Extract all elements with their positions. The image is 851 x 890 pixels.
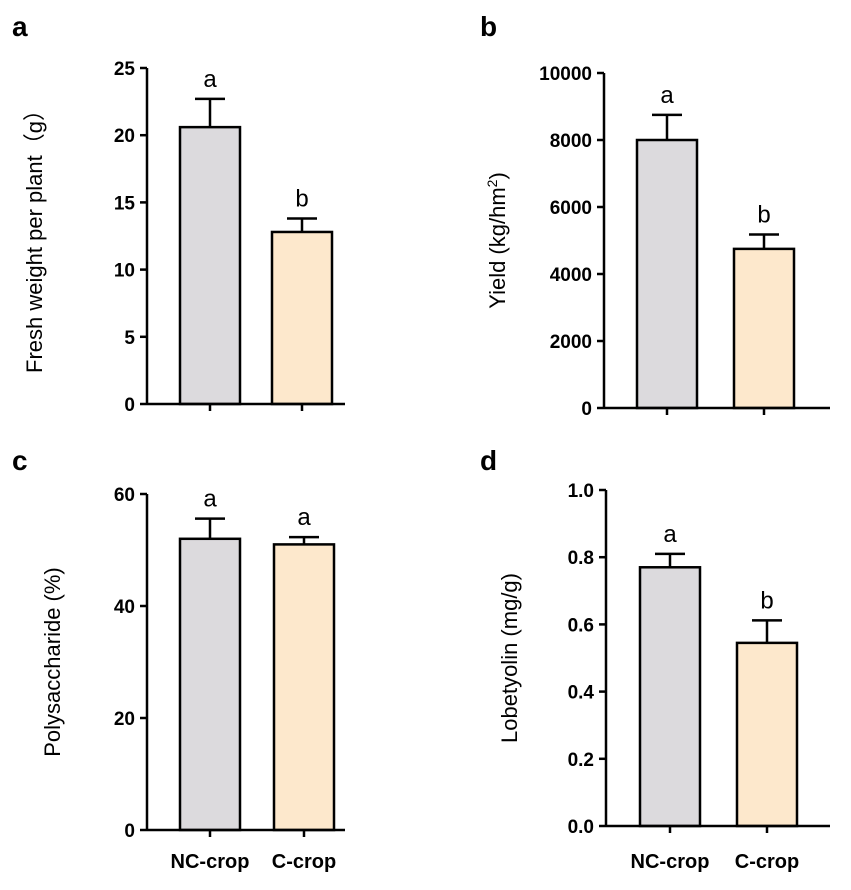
y-tick-label: 2000 <box>550 332 592 353</box>
bar-c-crop <box>272 543 336 832</box>
significance-label: a <box>203 486 217 513</box>
x-tick-label: NC-crop <box>631 851 710 873</box>
x-tick-label: NC-crop <box>171 851 250 873</box>
bar-c-crop <box>735 641 799 828</box>
bar-nc-crop <box>178 125 242 406</box>
panel-letter: a <box>12 11 28 42</box>
error-bar <box>652 113 682 140</box>
panel-letter: d <box>480 445 497 476</box>
y-tick-label: 20 <box>114 709 135 730</box>
bar-nc-crop <box>638 566 702 828</box>
significance-label: b <box>760 587 773 614</box>
panel-letter: c <box>12 445 28 476</box>
y-tick-label: 0.4 <box>568 683 595 704</box>
y-tick-label: 0 <box>124 395 135 416</box>
significance-label: a <box>663 521 677 548</box>
error-bar <box>655 552 685 568</box>
y-tick-label: 10000 <box>539 64 592 85</box>
y-axis-label: Yield (kg/hm2) <box>484 172 510 309</box>
y-tick-label: 1.0 <box>568 481 594 502</box>
y-tick-label: 25 <box>114 59 136 80</box>
panel-b: b Yield (kg/hm2) a b 0 2000 4000 6000 8000 10000 <box>480 11 830 420</box>
error-bar <box>195 517 225 539</box>
bar-c-crop <box>270 230 334 406</box>
y-tick-label: 0 <box>124 821 135 842</box>
error-bar <box>752 619 782 643</box>
bar-c-crop <box>732 247 796 410</box>
significance-label: a <box>297 504 311 531</box>
error-bar <box>749 233 779 249</box>
error-bar <box>289 535 319 545</box>
x-tick-label: C-crop <box>272 851 336 873</box>
panel-letter: b <box>480 11 497 42</box>
bar-nc-crop <box>635 138 699 410</box>
y-tick-label: 15 <box>114 193 136 214</box>
y-tick-label: 0.6 <box>568 615 594 636</box>
y-axis-label: Polysaccharide (%) <box>40 567 65 757</box>
y-tick-label: 20 <box>114 126 135 147</box>
y-tick-label: 0.0 <box>568 817 594 838</box>
y-tick-label: 4000 <box>550 265 592 286</box>
y-tick-label: 40 <box>114 597 135 618</box>
error-bar <box>287 217 317 232</box>
y-tick-label: 0 <box>581 399 592 420</box>
significance-label: b <box>295 186 308 213</box>
y-tick-label: 5 <box>124 328 135 349</box>
y-tick-label: 0.2 <box>568 750 594 771</box>
y-tick-label: 10 <box>114 261 135 282</box>
panel-a: a Fresh weight per plant（g） a b 0 5 10 15 20 25 <box>12 11 345 416</box>
y-axis-label: Fresh weight per plant（g） <box>22 99 47 373</box>
y-tick-label: 6000 <box>550 198 592 219</box>
x-tick-label: C-crop <box>735 851 799 873</box>
error-bar <box>195 97 225 128</box>
y-axis-label: Lobetyolin (mg/g) <box>497 573 522 743</box>
significance-label: b <box>757 201 770 228</box>
y-tick-label: 0.8 <box>568 548 594 569</box>
panel-c: c Polysaccharide (%) a NC-crop a C-crop 0 20 40 6… <box>12 445 345 873</box>
y-tick-label: 8000 <box>550 131 592 152</box>
y-tick-label: 60 <box>114 485 135 506</box>
bar-nc-crop <box>178 537 242 832</box>
significance-label: a <box>660 82 674 109</box>
significance-label: a <box>203 66 217 93</box>
panel-d: d Lobetyolin (mg/g) a NC-crop b C-crop 0.0 0.2 0… <box>480 445 830 873</box>
